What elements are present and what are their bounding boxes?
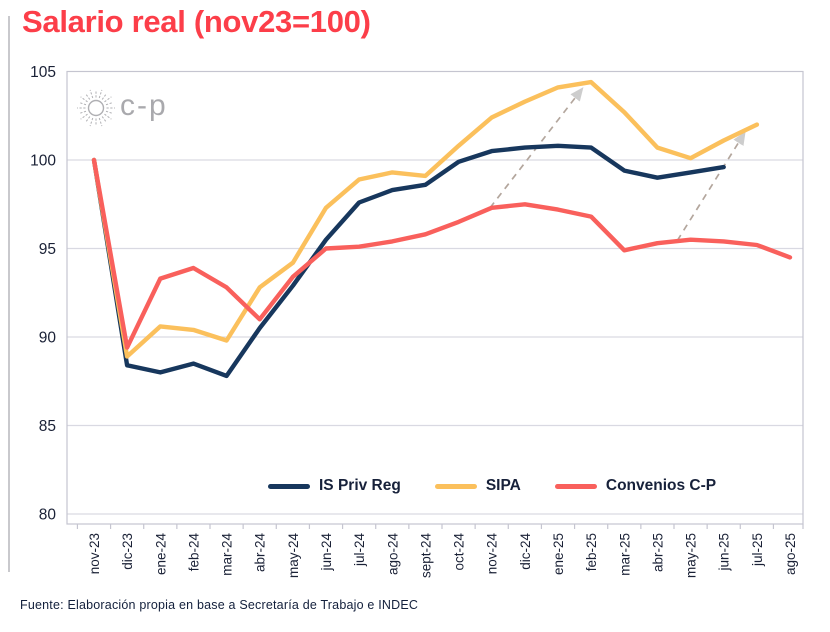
legend-swatch	[554, 483, 597, 489]
slide-left-border	[8, 16, 10, 572]
legend-label: Convenios C-P	[605, 477, 717, 494]
y-tick-label: 90	[39, 330, 57, 347]
plot-border	[66, 70, 804, 525]
x-tick-label: may-25	[684, 533, 699, 578]
chart-title: Salario real (nov23=100)	[22, 4, 371, 39]
chart-legend: IS Priv Reg SIPA Convenios C-P	[268, 477, 716, 495]
x-tick-label: dic-24	[518, 533, 533, 570]
x-tick-label: feb-24	[186, 533, 201, 572]
legend-swatch	[268, 483, 310, 489]
y-tick-label: 105	[30, 64, 56, 81]
y-tick-label: 85	[39, 418, 56, 435]
x-tick-label: jul-25	[750, 533, 765, 567]
y-tick-label: 80	[39, 507, 57, 524]
logo-text: c-p	[120, 89, 168, 122]
x-tick-label: jun-25	[717, 533, 732, 572]
legend-item: SIPA	[434, 477, 521, 495]
x-tick-label: jul-24	[352, 533, 367, 568]
x-tick-label: jun-24	[319, 533, 334, 572]
series-line-is-priv-reg	[91, 143, 726, 379]
x-tick-label: ene-25	[551, 533, 566, 575]
x-tick-label: ago-25	[783, 533, 798, 575]
x-tick-label: nov-23	[87, 533, 102, 574]
sun-icon	[77, 89, 115, 127]
x-tick-label: oct-24	[452, 533, 467, 571]
x-tick-label: abr-25	[650, 533, 665, 572]
x-tick-label: may-24	[286, 533, 301, 579]
x-tick-label: sept-24	[418, 533, 433, 579]
x-tick-label: ago-24	[385, 533, 400, 576]
legend-swatch	[434, 483, 477, 489]
x-tick-label: ene-24	[153, 533, 168, 576]
legend-item: IS Priv Reg	[268, 477, 401, 495]
y-tick-label: 95	[39, 241, 56, 258]
series-line-convenios-c-p	[91, 157, 793, 350]
series-line-sipa	[91, 79, 760, 359]
x-tick-label: dic-23	[120, 533, 135, 570]
legend-item: Convenios C-P	[554, 477, 717, 495]
trend-arrow-2	[676, 131, 746, 241]
x-tick-label: nov-24	[485, 533, 500, 575]
legend-label: IS Priv Reg	[319, 477, 401, 494]
source-note: Fuente: Elaboración propia en base a Sec…	[20, 598, 419, 612]
logo: c-p	[74, 80, 168, 132]
x-tick-label: abr-24	[253, 533, 268, 573]
y-tick-label: 100	[30, 153, 56, 170]
x-tick-label: feb-25	[584, 533, 599, 571]
x-tick-label: mar-25	[617, 533, 632, 576]
x-tick-label: mar-24	[220, 533, 235, 576]
legend-label: SIPA	[485, 477, 521, 494]
